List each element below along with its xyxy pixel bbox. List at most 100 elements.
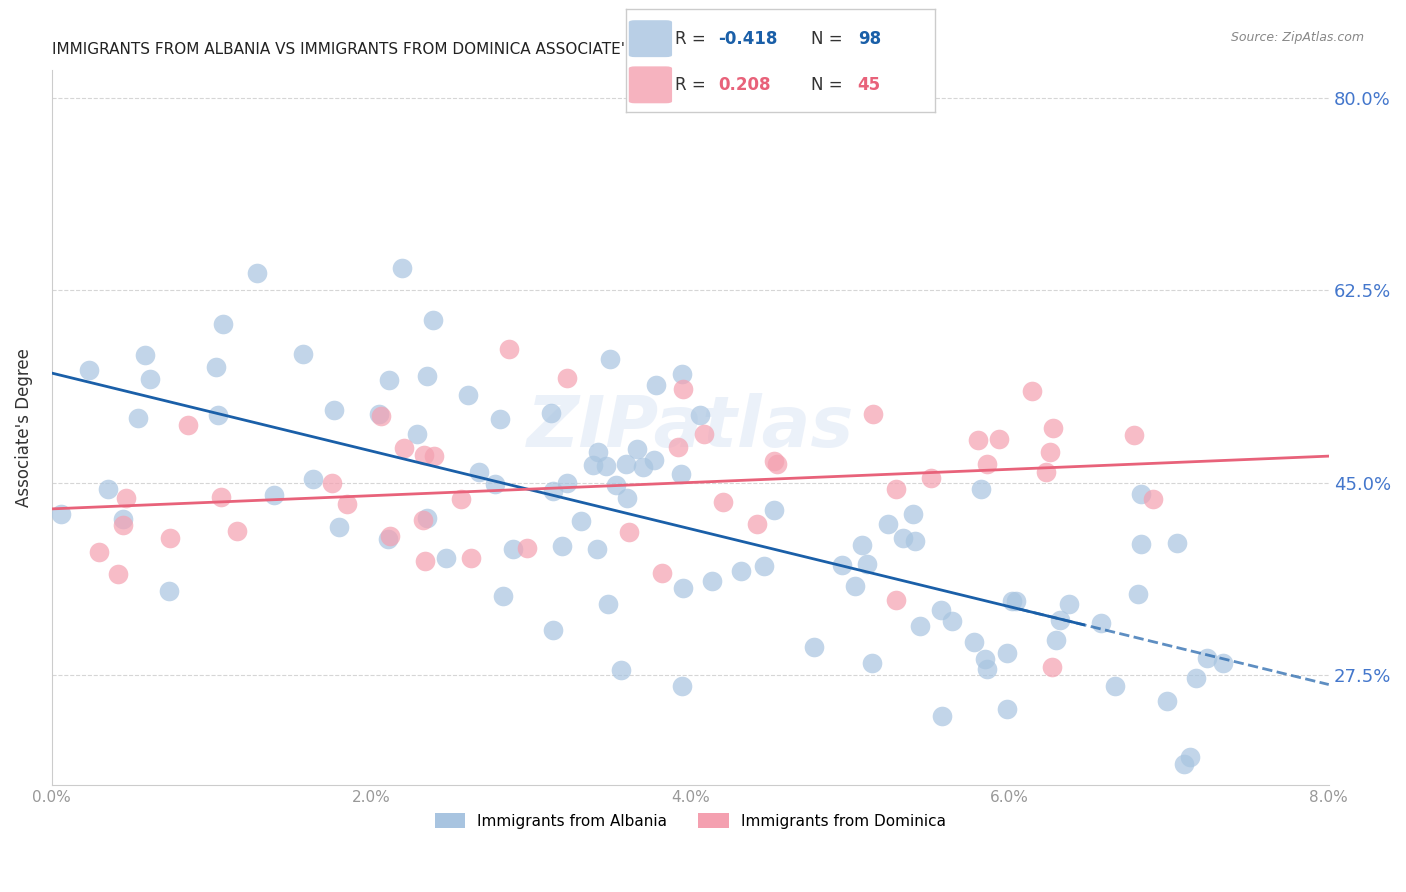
Point (1042, 421, 1064, 435)
Point (713, 494, 735, 508)
Point (491, 590, 513, 604)
Point (107, 567, 129, 582)
Point (700, 574, 723, 589)
Point (669, 467, 692, 481)
Point (209, 490, 232, 504)
Point (582, 458, 605, 472)
Point (671, 679, 693, 693)
Point (588, 444, 610, 458)
Point (392, 442, 415, 456)
Point (976, 662, 998, 676)
Point (851, 538, 873, 552)
Point (134, 348, 156, 362)
Point (1040, 660, 1063, 674)
Point (1197, 651, 1219, 665)
Point (406, 427, 429, 442)
Text: IMMIGRANTS FROM ALBANIA VS IMMIGRANTS FROM DOMINICA ASSOCIATE'S DEGREE CORRELATI: IMMIGRANTS FROM ALBANIA VS IMMIGRANTS FR… (52, 42, 873, 57)
Point (976, 458, 998, 472)
Point (1090, 616, 1112, 631)
Point (336, 497, 359, 511)
Point (1035, 465, 1057, 479)
Point (368, 407, 391, 421)
Point (112, 517, 135, 532)
Point (1129, 487, 1152, 501)
Point (730, 565, 752, 579)
Point (159, 583, 181, 598)
Point (860, 656, 883, 670)
Point (1178, 749, 1201, 764)
Point (626, 442, 648, 456)
Point (498, 343, 520, 357)
Point (391, 261, 413, 276)
Point (377, 373, 399, 387)
Text: Source: ZipAtlas.com: Source: ZipAtlas.com (1230, 31, 1364, 45)
Point (762, 502, 785, 516)
Point (1045, 633, 1067, 648)
Point (754, 559, 776, 574)
Point (856, 558, 879, 572)
Point (1049, 613, 1071, 627)
Point (434, 550, 457, 565)
Point (876, 516, 898, 531)
Point (321, 476, 343, 491)
Point (380, 529, 402, 543)
Point (97, 482, 120, 496)
Point (963, 635, 986, 649)
Point (1123, 427, 1146, 442)
Point (908, 619, 931, 633)
Point (226, 524, 249, 538)
Point (988, 432, 1011, 446)
Point (207, 409, 229, 423)
Point (292, 347, 315, 361)
Point (159, 531, 181, 545)
Point (541, 483, 564, 498)
Text: 98: 98 (858, 29, 880, 47)
Point (643, 452, 665, 467)
Point (931, 708, 953, 723)
Point (79, 362, 101, 376)
Text: N =: N = (811, 29, 848, 47)
Point (328, 519, 350, 533)
Text: R =: R = (675, 29, 711, 47)
Point (127, 410, 149, 425)
Point (596, 597, 619, 611)
Point (803, 640, 825, 654)
Point (1173, 756, 1195, 771)
Point (595, 459, 617, 474)
Point (862, 407, 884, 421)
Point (1166, 536, 1188, 550)
Point (422, 313, 444, 327)
Point (884, 593, 907, 607)
Point (516, 541, 538, 555)
Point (884, 482, 907, 496)
Point (747, 517, 769, 532)
Point (633, 460, 655, 475)
Point (111, 512, 134, 526)
Point (599, 352, 621, 367)
Point (1004, 593, 1026, 607)
Point (460, 550, 482, 565)
Point (893, 531, 915, 545)
Point (412, 449, 434, 463)
Point (605, 478, 627, 492)
Point (666, 440, 689, 454)
Point (831, 558, 853, 572)
Point (765, 457, 787, 471)
Text: 0.208: 0.208 (718, 76, 770, 94)
Point (904, 534, 927, 549)
Point (672, 581, 695, 595)
Point (245, 267, 267, 281)
Point (901, 507, 924, 521)
Point (204, 360, 226, 375)
Point (1104, 679, 1126, 693)
Point (370, 409, 392, 423)
Point (557, 371, 579, 385)
Point (614, 457, 637, 471)
Point (1142, 492, 1164, 507)
Point (616, 491, 638, 505)
Point (139, 371, 162, 385)
Point (416, 510, 439, 524)
Point (412, 513, 434, 527)
Point (671, 367, 693, 381)
Point (51, 508, 73, 522)
